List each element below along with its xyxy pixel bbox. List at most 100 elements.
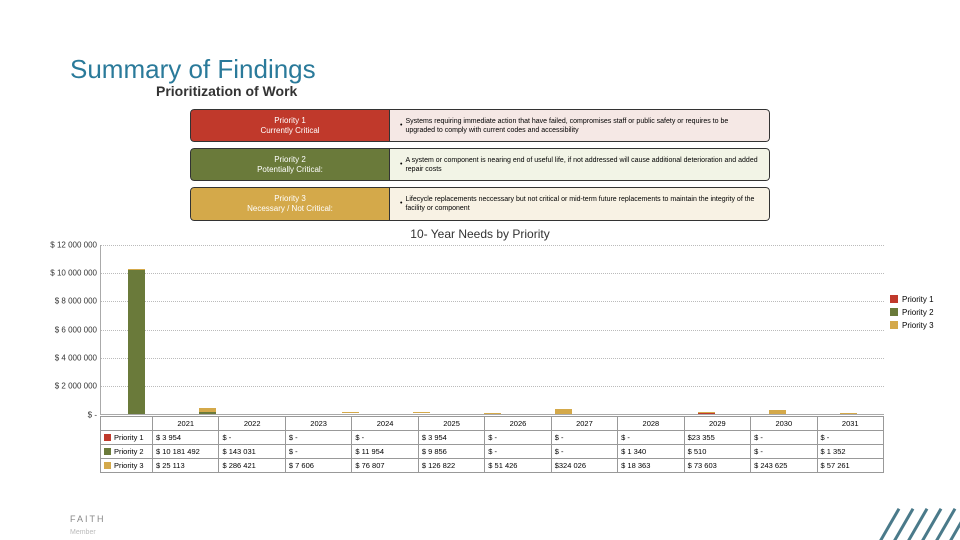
priority-row-1: Priority 1Currently CriticalSystems requ… [190, 109, 770, 142]
y-axis-label: $ - [88, 410, 101, 419]
chart-container: $ 12 000 000$ 10 000 000$ 8 000 000$ 6 0… [0, 245, 960, 473]
table-year-header: 2030 [751, 416, 817, 430]
bar-group-2021 [101, 245, 172, 414]
table-cell: $ 3 954 [153, 430, 219, 444]
y-axis-label: $ 4 000 000 [55, 353, 101, 362]
bar-group-2030 [742, 245, 813, 414]
chart-title: 10- Year Needs by Priority [0, 227, 960, 241]
table-year-header: 2023 [285, 416, 351, 430]
table-cell: $23 355 [684, 430, 750, 444]
table-year-header: 2031 [817, 416, 883, 430]
table-row-header: Priority 2 [101, 444, 153, 458]
bar-group-2026 [457, 245, 528, 414]
bar-group-2029 [671, 245, 742, 414]
table-corner [101, 416, 153, 430]
priority-definitions: Priority 1Currently CriticalSystems requ… [190, 109, 770, 221]
bar-priority-3 [840, 413, 857, 414]
priority-desc-2: A system or component is nearing end of … [390, 148, 770, 181]
bar-priority-3 [199, 408, 216, 412]
series-swatch [104, 434, 111, 441]
bar-priority-3 [698, 412, 715, 413]
bar-group-2027 [528, 245, 599, 414]
legend-swatch [890, 308, 898, 316]
table-cell: $ 76 807 [352, 458, 418, 472]
chart-plot: $ 12 000 000$ 10 000 000$ 8 000 000$ 6 0… [100, 245, 884, 415]
table-cell: $ - [285, 430, 351, 444]
priority-desc-1: Systems requiring immediate action that … [390, 109, 770, 142]
bar-group-2024 [315, 245, 386, 414]
table-cell: $ 25 113 [153, 458, 219, 472]
table-row-header: Priority 3 [101, 458, 153, 472]
table-year-header: 2024 [352, 416, 418, 430]
table-year-header: 2022 [219, 416, 285, 430]
footer-subtext: Member [70, 529, 96, 536]
table-cell: $ 243 625 [751, 458, 817, 472]
table-cell: $ - [352, 430, 418, 444]
table-cell: $ 126 822 [418, 458, 484, 472]
table-year-header: 2026 [485, 416, 551, 430]
y-axis-label: $ 10 000 000 [50, 268, 101, 277]
table-cell: $ 143 031 [219, 444, 285, 458]
table-cell: $ 1 352 [817, 444, 883, 458]
legend-label: Priority 3 [902, 321, 934, 330]
table-cell: $ 9 856 [418, 444, 484, 458]
legend-item: Priority 2 [890, 308, 954, 317]
decorative-stripes [860, 504, 960, 540]
bar-group-2031 [813, 245, 884, 414]
legend-label: Priority 2 [902, 308, 934, 317]
legend-label: Priority 1 [902, 295, 934, 304]
table-cell: $ - [751, 430, 817, 444]
table-cell: $ 73 603 [684, 458, 750, 472]
table-year-header: 2025 [418, 416, 484, 430]
legend-item: Priority 3 [890, 321, 954, 330]
priority-row-3: Priority 3Necessary / Not Critical:Lifec… [190, 187, 770, 220]
series-swatch [104, 462, 111, 469]
page-title: Summary of Findings [70, 54, 960, 85]
table-cell: $ 18 363 [618, 458, 684, 472]
table-cell: $ - [618, 430, 684, 444]
priority-label-1: Priority 1Currently Critical [190, 109, 390, 142]
table-cell: $ 10 181 492 [153, 444, 219, 458]
table-cell: $ 286 421 [219, 458, 285, 472]
y-axis-label: $ 2 000 000 [55, 382, 101, 391]
bar-group-2028 [599, 245, 670, 414]
bar-priority-2 [128, 269, 145, 413]
table-cell: $ - [751, 444, 817, 458]
series-name: Priority 2 [114, 447, 144, 456]
bar-group-2025 [386, 245, 457, 414]
bar-priority-2 [199, 412, 216, 414]
table-year-header: 2021 [153, 416, 219, 430]
legend-swatch [890, 321, 898, 329]
y-axis-label: $ 6 000 000 [55, 325, 101, 334]
legend-swatch [890, 295, 898, 303]
table-cell: $ - [285, 444, 351, 458]
priority-desc-3: Lifecycle replacements neccessary but no… [390, 187, 770, 220]
bar-priority-3 [555, 409, 572, 414]
chart-data-table: 2021202220232024202520262027202820292030… [100, 416, 884, 473]
table-cell: $ - [551, 430, 617, 444]
table-cell: $324 026 [551, 458, 617, 472]
bar-priority-3 [769, 410, 786, 413]
table-cell: $ - [485, 444, 551, 458]
y-axis-label: $ 8 000 000 [55, 297, 101, 306]
priority-row-2: Priority 2Potentially Critical:A system … [190, 148, 770, 181]
bar-group-2023 [243, 245, 314, 414]
bar-priority-3 [484, 413, 501, 414]
bar-group-2022 [172, 245, 243, 414]
bar-priority-3 [413, 412, 430, 414]
chart-legend: Priority 1 Priority 2 Priority 3 [884, 245, 954, 473]
y-axis-label: $ 12 000 000 [50, 240, 101, 249]
series-swatch [104, 448, 111, 455]
priority-label-3: Priority 3Necessary / Not Critical: [190, 187, 390, 220]
table-year-header: 2028 [618, 416, 684, 430]
table-cell: $ - [551, 444, 617, 458]
bar-priority-3 [342, 412, 359, 413]
table-cell: $ - [817, 430, 883, 444]
table-cell: $ 51 426 [485, 458, 551, 472]
priority-label-2: Priority 2Potentially Critical: [190, 148, 390, 181]
table-cell: $ 1 340 [618, 444, 684, 458]
table-cell: $ 510 [684, 444, 750, 458]
table-year-header: 2027 [551, 416, 617, 430]
table-year-header: 2029 [684, 416, 750, 430]
series-name: Priority 3 [114, 461, 144, 470]
